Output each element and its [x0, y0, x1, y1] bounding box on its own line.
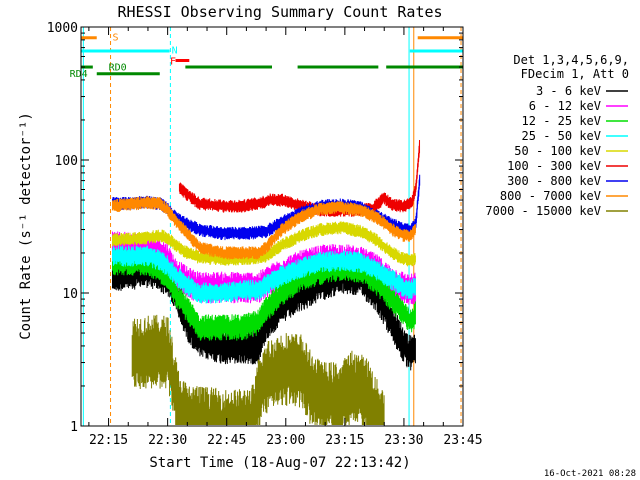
series-line — [131, 314, 385, 426]
series-line — [112, 245, 416, 304]
x-tick-label: 23:30 — [384, 433, 423, 448]
chart-title: RHESSI Observing Summary Count Rates — [117, 3, 442, 21]
legend-entry-label: 25 - 50 keV — [522, 129, 601, 143]
y-tick-label: 10 — [62, 287, 78, 302]
axes: 1 10 100 1000 22:15 22:30 22:45 23:00 23:15 23:30… — [47, 21, 483, 448]
flag-annotation-label: S — [113, 32, 119, 43]
plot-timestamp: 16-Oct-2021 08:28 — [544, 469, 636, 479]
legend-entry-label: 3 - 6 keV — [536, 84, 601, 98]
x-tick-label: 22:30 — [148, 433, 187, 448]
x-tick-label: 23:00 — [266, 433, 305, 448]
flag-annotation-label: F — [170, 56, 176, 67]
flag-annotation-label: RD0 — [109, 62, 127, 73]
x-axis-label: Start Time (18-Aug-07 22:13:42) — [149, 455, 410, 471]
legend-entry-label: 12 - 25 keV — [522, 114, 601, 128]
legend: Det 1,3,4,5,6,9,FDecim 1, Att 0 3 - 6 keV… — [485, 53, 629, 218]
legend-entry-label: 50 - 100 keV — [514, 144, 601, 158]
legend-entry-label: 300 - 800 keV — [507, 174, 601, 188]
plot-frame — [80, 26, 464, 427]
flag-annotation-label: N — [172, 45, 178, 56]
y-axis-label: Count Rate (s⁻¹ detector⁻¹) — [18, 112, 34, 340]
series-line — [112, 196, 416, 260]
flag-bars — [81, 36, 463, 76]
series-line — [178, 140, 421, 217]
legend-entry-label: 6 - 12 keV — [529, 99, 601, 113]
x-tick-label: 23:45 — [443, 433, 482, 448]
series-line — [112, 221, 416, 267]
series-layer — [112, 140, 421, 426]
legend-entry-label: 800 - 7000 keV — [500, 189, 601, 203]
legend-header-line: FDecim 1, Att 0 — [521, 67, 629, 81]
x-tick-label: 22:45 — [207, 433, 246, 448]
y-tick-label: 1 — [70, 420, 78, 435]
flag-annotations: S NF RD0 RD4 — [70, 32, 178, 80]
x-tick-label: 22:15 — [89, 433, 128, 448]
y-tick-label: 1000 — [47, 21, 78, 36]
legend-entry-label: 7000 - 15000 keV — [485, 204, 601, 218]
legend-entry-label: 100 - 300 keV — [507, 159, 601, 173]
x-tick-label: 23:15 — [325, 433, 364, 448]
legend-header-line: Det 1,3,4,5,6,9, — [513, 53, 629, 67]
y-tick-label: 100 — [55, 154, 78, 169]
flag-annotation-label: RD4 — [70, 69, 88, 80]
